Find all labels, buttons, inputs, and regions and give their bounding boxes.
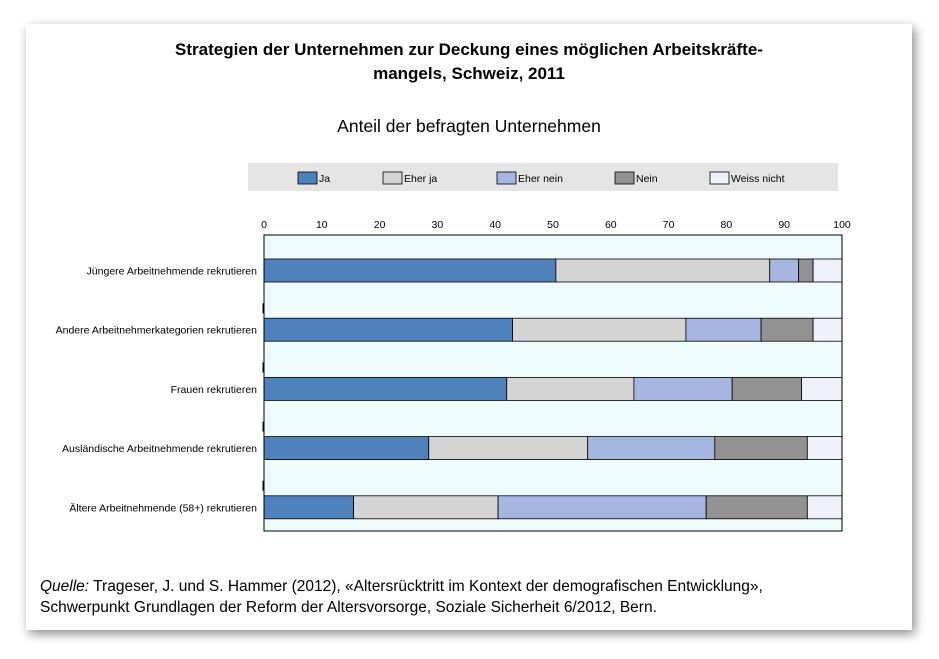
- legend-swatch-3: [496, 171, 517, 185]
- bar-segment-3-2: [506, 376, 635, 401]
- bar-segment-2-4: [760, 317, 814, 342]
- source-label: Quelle:: [40, 578, 90, 595]
- bar-segment-5-4: [705, 495, 808, 520]
- bar-segment-5-5: [806, 495, 843, 520]
- legend-label-5: Weiss nicht: [731, 173, 785, 185]
- x-tick-label: 30: [432, 219, 444, 231]
- chart-card: Strategien der Unternehmen zur Deckung e…: [26, 24, 912, 630]
- bar-segment-2-2: [512, 317, 687, 342]
- bar-segment-2-5: [812, 317, 843, 342]
- bar-segment-4-2: [428, 436, 589, 461]
- chart-title: Strategien der Unternehmen zur Deckung e…: [26, 38, 912, 86]
- bar-segment-4-4: [714, 436, 808, 461]
- legend-swatch-2: [382, 171, 403, 185]
- x-tick-label: 70: [663, 219, 675, 231]
- source-text-line-2: Schwerpunkt Grundlagen der Reform der Al…: [40, 599, 657, 616]
- legend-label-3: Eher nein: [518, 173, 563, 185]
- legend-label-2: Eher ja: [404, 173, 437, 185]
- bar-segment-5-2: [353, 495, 499, 520]
- bar-segment-1-5: [812, 258, 843, 283]
- bar-segment-4-1: [263, 436, 430, 461]
- x-tick-label: 50: [547, 219, 559, 231]
- bar-segment-4-3: [587, 436, 716, 461]
- stacked-bar-chart: Ja Eher ja Eher nein Nein Weiss nicht 0 10 20 30…: [56, 163, 851, 532]
- x-tick-label: 0: [261, 219, 267, 231]
- legend-label-1: Ja: [319, 173, 330, 185]
- x-tick-label: 40: [489, 219, 501, 231]
- legend-swatch-1: [297, 171, 318, 185]
- chart-title-line-2: mangels, Schweiz, 2011: [373, 64, 565, 83]
- bar-segment-3-3: [633, 376, 733, 401]
- bar-segment-4-5: [806, 436, 843, 461]
- bar-segment-1-3: [769, 258, 800, 283]
- legend-label-4: Nein: [636, 173, 658, 185]
- x-tick-label: 60: [605, 219, 617, 231]
- source-text-line-1: Trageser, J. und S. Hammer (2012), «Alte…: [89, 578, 763, 595]
- x-tick-label: 100: [833, 219, 851, 231]
- bar-segment-2-3: [685, 317, 762, 342]
- bar-segment-2-1: [263, 317, 513, 342]
- bar-segment-1-2: [555, 258, 771, 283]
- bar-segment-1-4: [798, 258, 814, 283]
- x-tick-label: 10: [316, 219, 328, 231]
- bar-segment-5-1: [263, 495, 354, 520]
- category-label: Jüngere Arbeitnehmende rekrutieren: [87, 266, 258, 278]
- bar-segment-1-1: [263, 258, 557, 283]
- category-label: Ältere Arbeitnehmende (58+) rekrutieren: [69, 502, 257, 514]
- category-label: Ausländische Arbeitnehmende rekrutieren: [62, 443, 257, 455]
- legend-box: [248, 163, 838, 191]
- bar-segment-5-3: [497, 495, 707, 520]
- legend-swatch-5: [709, 171, 730, 185]
- bar-segment-3-5: [801, 376, 843, 401]
- legend-swatch-4: [614, 171, 635, 185]
- bar-segment-3-1: [263, 376, 508, 401]
- category-label: Frauen rekrutieren: [171, 384, 258, 396]
- plot-frame: [263, 234, 843, 532]
- x-tick-label: 20: [374, 219, 386, 231]
- chart-subtitle: Anteil der befragten Unternehmen: [337, 116, 601, 136]
- x-tick-label: 80: [721, 219, 733, 231]
- bar-segment-3-4: [731, 376, 802, 401]
- source-note: Quelle: Trageser, J. und S. Hammer (2012…: [40, 576, 910, 618]
- category-label: Andere Arbeitnehmerkategorien rekrutiere…: [56, 325, 258, 337]
- chart-title-line-1: Strategien der Unternehmen zur Deckung e…: [175, 40, 763, 59]
- x-tick-label: 90: [778, 219, 790, 231]
